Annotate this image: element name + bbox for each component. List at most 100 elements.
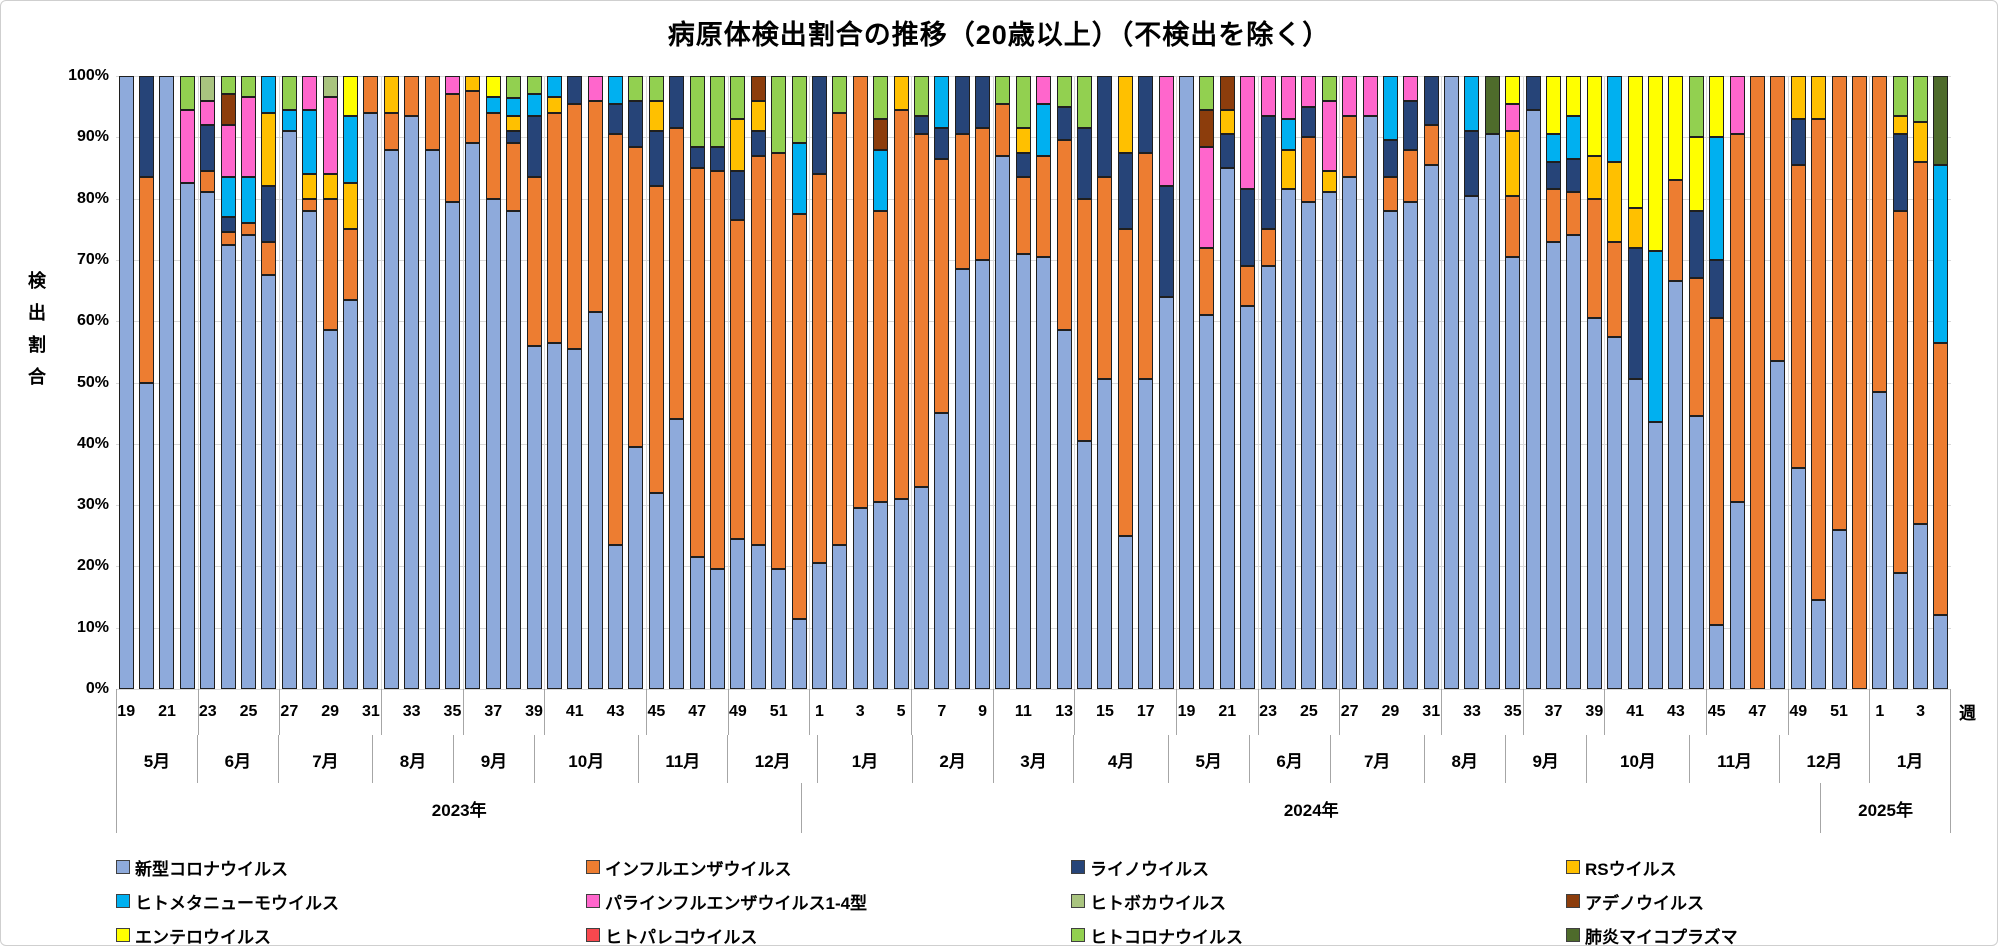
- segment-インフルエンザウイルス: [342, 229, 358, 300]
- segment-アデノウイルス: [750, 76, 766, 101]
- segment-ライノウイルス: [220, 217, 236, 233]
- month-label-10月: 10月: [533, 735, 638, 783]
- segment-ヒトメタニューモウイルス: [1546, 134, 1562, 162]
- legend-item-RSウイルス: RSウイルス: [1566, 855, 1677, 879]
- segment-インフルエンザウイルス: [1729, 134, 1745, 503]
- segment-ヒトコロナウイルス: [241, 76, 257, 98]
- segment-RSウイルス: [1913, 122, 1929, 162]
- bar-slot-week-2: [830, 76, 850, 689]
- week-row-separator: [1706, 689, 1708, 735]
- stacked-bar-week-31: [363, 76, 379, 689]
- bar-slot-week-3: [850, 76, 870, 689]
- week-label-25: 25: [1299, 703, 1318, 720]
- bar-slot-week-50: [748, 76, 768, 689]
- segment-RSウイルス: [1811, 76, 1827, 119]
- legend-swatch-icon: [116, 894, 130, 908]
- bar-slot-week-49: [1788, 76, 1808, 689]
- bar-slot-week-32: [381, 76, 401, 689]
- gridline-30%: [116, 505, 1951, 507]
- segment-ライノウイルス: [1056, 106, 1072, 141]
- gridline-20%: [116, 566, 1951, 568]
- gridline-90%: [116, 137, 1951, 139]
- month-boundary-gridline: [1339, 76, 1341, 689]
- segment-パラインフルエンザウイルス1-4型: [1036, 76, 1052, 104]
- segment-インフルエンザウイルス: [1933, 342, 1949, 616]
- bar-slot-week-12: [1034, 76, 1054, 689]
- week-label-24: [218, 689, 238, 735]
- segment-新型コロナウイルス: [1892, 572, 1908, 689]
- segment-ヒトメタニューモウイルス: [281, 109, 297, 132]
- week-label-27: 27: [1340, 703, 1359, 720]
- segment-パラインフルエンザウイルス1-4型: [1199, 146, 1215, 248]
- week-label-9: 9: [978, 703, 988, 720]
- stacked-bar-week-10: [995, 76, 1011, 689]
- legend-item-パラインフルエンザウイルス1-4型: パラインフルエンザウイルス1-4型: [586, 889, 867, 913]
- stacked-bar-week-1: [1872, 76, 1888, 689]
- segment-パラインフルエンザウイルス1-4型: [1729, 76, 1745, 135]
- y-tick-label: 50%: [76, 373, 109, 391]
- segment-パラインフルエンザウイルス1-4型: [241, 97, 257, 178]
- segment-新型コロナウイルス: [139, 382, 155, 689]
- segment-ヒトメタニューモウイルス: [1933, 164, 1949, 343]
- week-label-13: 13: [1055, 703, 1074, 720]
- stacked-bar-week-2: [832, 76, 848, 689]
- stacked-bar-week-44: [628, 76, 644, 689]
- week-row-separator: [381, 689, 383, 735]
- segment-ヒトメタニューモウイルス: [1607, 76, 1623, 162]
- week-label-7: 7: [937, 703, 947, 720]
- segment-新型コロナウイルス: [1505, 256, 1521, 689]
- stacked-bar-week-2: [1892, 76, 1908, 689]
- stacked-bar-week-51: [771, 76, 787, 689]
- bar-slot-week-34: [1482, 76, 1502, 689]
- week-label-23: 23: [198, 703, 217, 720]
- segment-新型コロナウイルス: [322, 330, 338, 689]
- week-label-28: [1360, 689, 1380, 735]
- bar-slot-week-10: [993, 76, 1013, 689]
- stacked-bar-week-11: [1015, 76, 1031, 689]
- stacked-bar-week-32: [1444, 76, 1460, 689]
- segment-新型コロナウイルス: [1688, 416, 1704, 689]
- segment-ヒトメタニューモウイルス: [1382, 76, 1398, 141]
- month-label-12月: 12月: [1778, 735, 1869, 783]
- week-label-28: [300, 689, 320, 735]
- legend-swatch-icon: [116, 928, 130, 942]
- segment-新型コロナウイルス: [934, 413, 950, 689]
- bar-slot-week-29: [320, 76, 340, 689]
- week-label-34: [1482, 689, 1502, 735]
- month-boundary-gridline: [1176, 76, 1178, 689]
- gridline-60%: [116, 321, 1951, 323]
- week-label-34: [422, 689, 442, 735]
- bar-slot-week-52: [789, 76, 809, 689]
- y-tick-label: 80%: [76, 189, 109, 207]
- segment-新型コロナウイルス: [587, 312, 603, 689]
- stacked-bar-week-49: [1790, 76, 1806, 689]
- week-label-15: 15: [1096, 703, 1114, 720]
- bar-slot-week-44: [1686, 76, 1706, 689]
- segment-ヒトコロナウイルス: [873, 76, 889, 119]
- segment-パラインフルエンザウイルス1-4型: [1280, 76, 1296, 119]
- legend-label: ヒトパレコウイルス: [605, 927, 758, 946]
- stacked-bar-week-34: [424, 76, 440, 689]
- segment-ヒトコロナウイルス: [791, 76, 807, 144]
- stacked-bar-week-39: [526, 76, 542, 689]
- bar-slot-week-13: [1054, 76, 1074, 689]
- segment-新型コロナウイルス: [1219, 167, 1235, 689]
- segment-新型コロナウイルス: [546, 342, 562, 689]
- x-axis-year-labels: 2023年 2024年 2025年: [116, 783, 1951, 833]
- segment-パラインフルエンザウイルス1-4型: [444, 76, 460, 95]
- legend-swatch-icon: [116, 860, 130, 874]
- stacked-bar-week-34: [1484, 76, 1500, 689]
- segment-インフルエンザウイルス: [587, 100, 603, 313]
- segment-新型コロナウイルス: [506, 210, 522, 689]
- legend-item-ヒトパレコウイルス: ヒトパレコウイルス: [586, 923, 758, 946]
- stacked-bar-week-6: [913, 76, 929, 689]
- stacked-bar-week-52: [1851, 76, 1867, 689]
- segment-インフルエンザウイルス: [1301, 137, 1317, 202]
- segment-ライノウイルス: [261, 186, 277, 242]
- week-label-45: 45: [647, 703, 666, 720]
- week-row-separator: [727, 689, 729, 735]
- segment-インフルエンザウイルス: [1403, 149, 1419, 202]
- stacked-bar-week-36: [465, 76, 481, 689]
- segment-インフルエンザウイルス: [1913, 161, 1929, 524]
- legend-swatch-icon: [1566, 860, 1580, 874]
